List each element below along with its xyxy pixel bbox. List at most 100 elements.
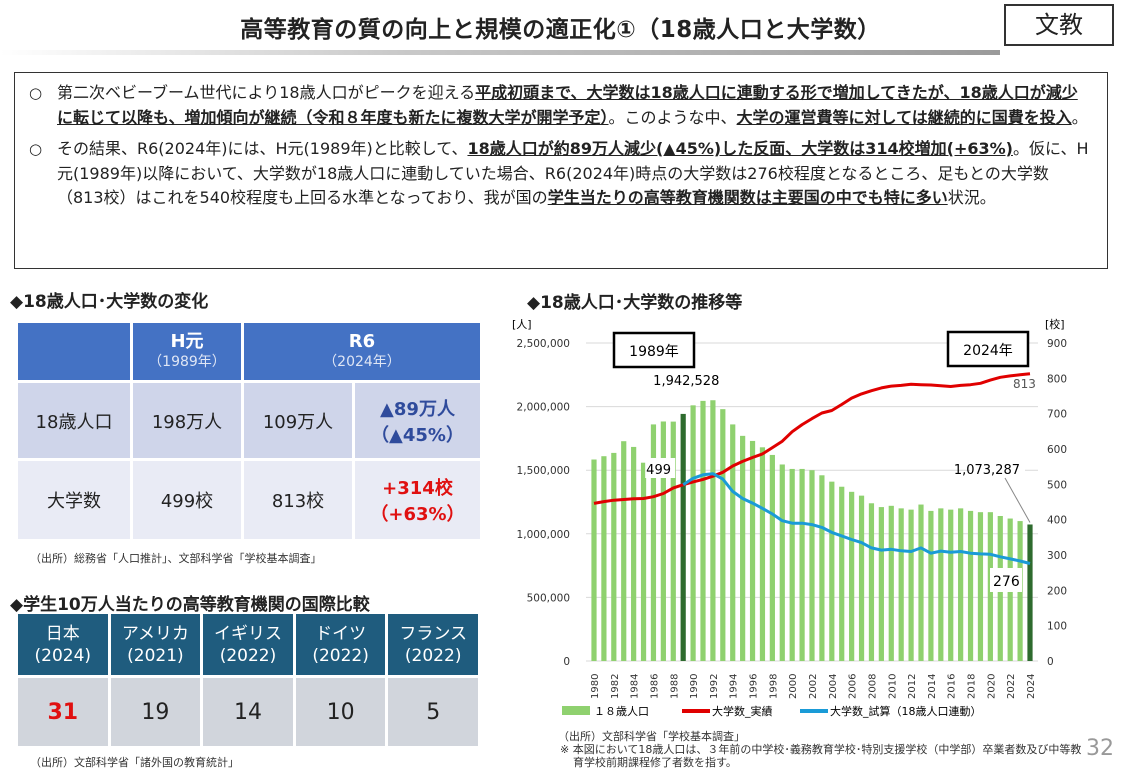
country-header: フランス (2022) (388, 614, 478, 675)
country-header: ドイツ (2022) (295, 614, 386, 675)
bar-1991 (700, 400, 706, 661)
bar-1992 (710, 400, 716, 661)
annotation-1989-label: 1989年 (629, 344, 679, 360)
title-underline-band (0, 50, 1000, 55)
bar-2004 (829, 481, 835, 661)
header-sublabel: （2024年） (323, 353, 401, 370)
x-tick-label: 2016 (947, 674, 958, 699)
table1-heading: ◆18歳人口･大学数の変化 (10, 292, 209, 312)
x-tick-label: 2008 (867, 674, 878, 699)
actual-university-line (593, 372, 1031, 505)
bar-1982 (611, 452, 617, 661)
legend-label: 大学数_実績 (712, 704, 773, 718)
diff-value: ▲89万人 (380, 398, 455, 420)
country: 日本 (45, 623, 80, 644)
left-tick-label: 1,500,000 (517, 465, 570, 477)
x-tick-label: 1992 (709, 674, 720, 699)
bar-1981 (601, 456, 607, 661)
value-cell: 19 (110, 678, 201, 746)
pop-2024-label: 1,073,287 (954, 463, 1020, 478)
country-header: アメリカ (2021) (110, 614, 201, 675)
x-tick-label: 1982 (610, 674, 621, 699)
year: (2022) (219, 645, 277, 666)
cell-diff: ▲89万人 （▲45%） (355, 383, 480, 458)
annotation-2024-label: 2024年 (963, 343, 1013, 359)
right-tick-label: 800 (1047, 373, 1067, 385)
x-tick-label: 1980 (590, 674, 601, 699)
bar-2014 (928, 510, 934, 661)
diff-percent: （▲45%） (371, 424, 464, 446)
bar-2003 (819, 475, 825, 661)
bar-1990 (690, 405, 696, 661)
uni-2024-label: 813 (1013, 377, 1036, 391)
x-tick-label: 2004 (828, 674, 839, 699)
left-tick-label: 0 (563, 656, 570, 668)
right-axis-unit: [校] (1045, 317, 1065, 331)
page-number: 32 (1086, 736, 1114, 761)
emphasis-text: 平成初頭まで、大学数は18歳人口に連動する形で増加してきたが、18歳人口が減少に… (57, 83, 1078, 127)
legend-bar-swatch (562, 706, 590, 715)
header-blank (18, 323, 130, 380)
value-cell: 10 (295, 678, 386, 746)
text: その結果、R6(2024年)には、H元(1989年)と比較して、 (57, 139, 468, 158)
x-tick-label: 2002 (808, 674, 819, 699)
text: 。仮に、H元(1989年)以降において、大学数が18歳人口に連動していた場合、R… (57, 139, 1089, 207)
year: (2022) (312, 645, 369, 666)
annotation-box-2024 (946, 330, 1030, 368)
label-bg (645, 458, 676, 478)
summary-box: ○ 第二次ベビーブーム世代により18歳人口がピークを迎える平成初頭まで、大学数は… (14, 72, 1108, 269)
left-tick-label: 1,000,000 (517, 529, 570, 541)
country-header: 日本 (2024) (18, 614, 108, 675)
bar-1980 (591, 459, 597, 661)
emphasis-text: 大学の運営費等に対しては継続的に国費を投入 (736, 107, 1072, 127)
x-tick-label: 2018 (967, 674, 978, 699)
table2-source: （出所）文部科学省「諸外国の教育統計」 (30, 756, 239, 769)
right-tick-label: 400 (1047, 515, 1067, 527)
value-cell: 31 (18, 678, 108, 746)
legend-label: 大学数_試算（18歳人口連動） (830, 704, 982, 718)
bar-2000 (789, 468, 795, 661)
bar-1999 (779, 464, 785, 661)
row-label: 大学数 (18, 461, 130, 539)
bar-2011 (898, 508, 904, 661)
x-tick-label: 2022 (1006, 674, 1017, 699)
row-label: 18歳人口 (18, 383, 130, 458)
chart-heading: ◆18歳人口･大学数の推移等 (527, 293, 743, 313)
table-row: 大学数 499校 813校 +314校 （+63%） (18, 461, 480, 539)
bar-1985 (640, 462, 647, 661)
right-tick-label: 0 (1047, 656, 1054, 668)
label-bg (990, 568, 1022, 592)
text: 状況。 (947, 188, 996, 207)
x-tick-label: 1996 (749, 674, 760, 699)
table-row: 18歳人口 198万人 109万人 ▲89万人 （▲45%） (18, 383, 480, 458)
cell-r6: 109万人 (244, 383, 352, 458)
right-tick-label: 700 (1047, 409, 1067, 421)
table2-heading: ◆学生10万人当たりの高等教育機関の国際比較 (10, 595, 370, 615)
population-university-table: H元 （1989年） R6 （2024年） 18歳人口 198万人 109万人 ▲8… (15, 320, 483, 542)
text: 。このような中、 (608, 107, 737, 127)
text: 。 (1071, 107, 1088, 127)
x-tick-label: 2014 (927, 674, 938, 699)
bar-2005 (839, 486, 845, 661)
header-r6: R6 （2024年） (244, 323, 480, 380)
year: (2024) (34, 645, 92, 666)
bar-1989 (680, 413, 686, 661)
x-tick-label: 1984 (630, 674, 641, 699)
text: 第二次ベビーブーム世代により18歳人口がピークを迎える (57, 83, 476, 102)
right-tick-label: 900 (1047, 338, 1067, 350)
bar-1993 (720, 409, 726, 661)
x-tick-label: 2010 (887, 674, 898, 699)
x-tick-label: 2006 (848, 674, 859, 699)
bar-1997 (759, 447, 766, 661)
right-tick-label: 600 (1047, 444, 1067, 456)
country: イギリス (213, 623, 282, 644)
right-tick-label: 200 (1047, 585, 1067, 597)
value-cell: 5 (388, 678, 478, 746)
page-title: 高等教育の質の向上と規模の適正化①（18歳人口と大学数） (240, 17, 881, 43)
left-tick-label: 2,000,000 (517, 402, 570, 414)
pop-1989-label: 1,942,528 (653, 374, 719, 389)
chart-note: ※ 本図において18歳人口は、３年前の中学校･義務教育学校･特別支援学校（中学部… (560, 743, 1082, 769)
bar-2015 (938, 508, 944, 661)
bar-1986 (650, 424, 657, 661)
uni-1989-label: 499 (646, 463, 671, 478)
